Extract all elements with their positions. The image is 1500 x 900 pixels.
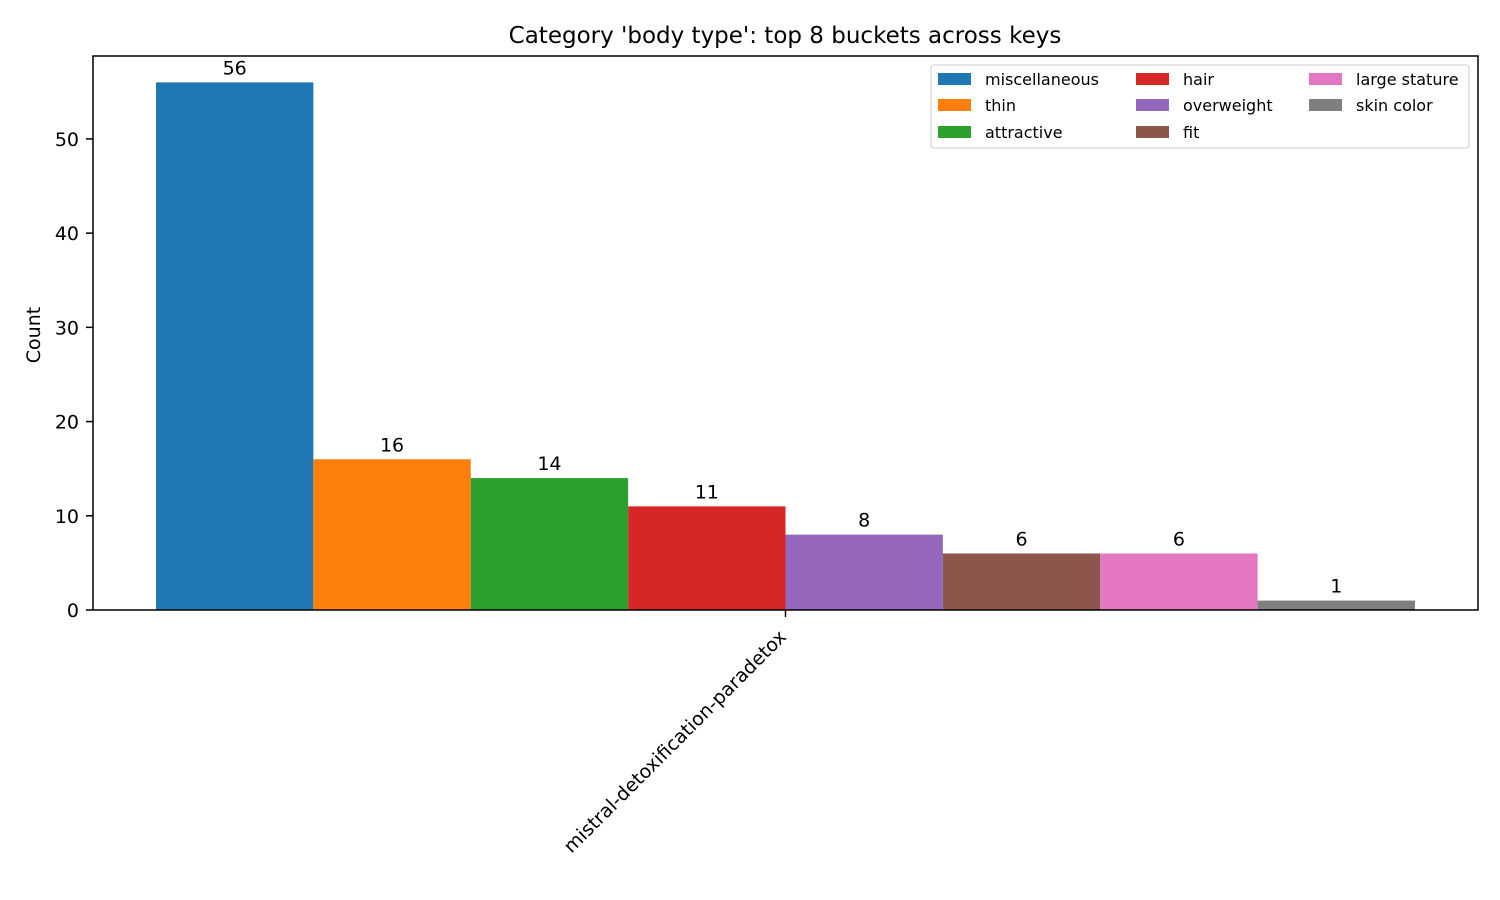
legend-swatch-large-stature (1309, 73, 1342, 85)
data-label-skin-color: 1 (1330, 576, 1342, 598)
legend-swatch-hair (1136, 73, 1169, 85)
legend-swatch-fit (1136, 126, 1169, 138)
data-label-large-stature: 6 (1173, 528, 1185, 550)
chart-title: Category 'body type': top 8 buckets acro… (509, 23, 1062, 49)
y-tick-label: 10 (55, 506, 79, 528)
legend-box (930, 64, 1470, 149)
y-axis-label: Count (23, 307, 45, 363)
bar-attractive (470, 478, 629, 610)
legend-label-skin-color: skin color (1356, 96, 1433, 115)
data-labels-layer: 56 16 14 11 8 6 6 1 (223, 57, 1343, 597)
x-axis: mistral-detoxification-paradetox (559, 610, 791, 858)
data-label-attractive: 14 (537, 453, 561, 475)
y-tick-label: 50 (55, 129, 79, 151)
legend: miscellaneous thin attractive hair overweigh… (930, 64, 1470, 149)
bar-skin-color (1257, 600, 1415, 610)
data-label-overweight: 8 (858, 510, 870, 532)
data-label-thin: 16 (380, 434, 404, 456)
y-tick-label: 0 (67, 600, 79, 622)
plot-frame (92, 55, 1479, 611)
bar-thin (313, 459, 471, 610)
legend-label-thin: thin (985, 96, 1016, 115)
bar-miscellaneous (156, 82, 314, 610)
legend-label-attractive: attractive (985, 123, 1063, 142)
legend-swatch-overweight (1136, 99, 1169, 111)
legend-label-hair: hair (1183, 70, 1214, 89)
legend-label-overweight: overweight (1183, 96, 1273, 115)
bar-overweight (785, 534, 943, 610)
y-tick-label: 40 (55, 223, 79, 245)
y-tick-label: 30 (55, 317, 79, 339)
legend-swatch-skin-color (1309, 99, 1342, 111)
legend-label-fit: fit (1183, 123, 1199, 142)
legend-swatch-attractive (938, 126, 971, 138)
legend-swatch-miscellaneous (938, 73, 971, 85)
legend-label-large-stature: large stature (1356, 70, 1459, 89)
legend-label-miscellaneous: miscellaneous (985, 70, 1099, 89)
data-label-hair: 11 (695, 481, 719, 503)
bar-hair (628, 506, 786, 610)
x-tick-label: mistral-detoxification-paradetox (559, 626, 791, 858)
data-label-miscellaneous: 56 (223, 57, 247, 79)
data-label-fit: 6 (1016, 528, 1028, 550)
bar-fit (942, 553, 1101, 610)
y-tick-label: 20 (55, 412, 79, 434)
legend-swatch-thin (938, 99, 971, 111)
bars-layer (156, 82, 1415, 610)
y-axis: 0 10 20 30 40 50 (55, 129, 93, 622)
bar-large-stature (1100, 553, 1258, 610)
